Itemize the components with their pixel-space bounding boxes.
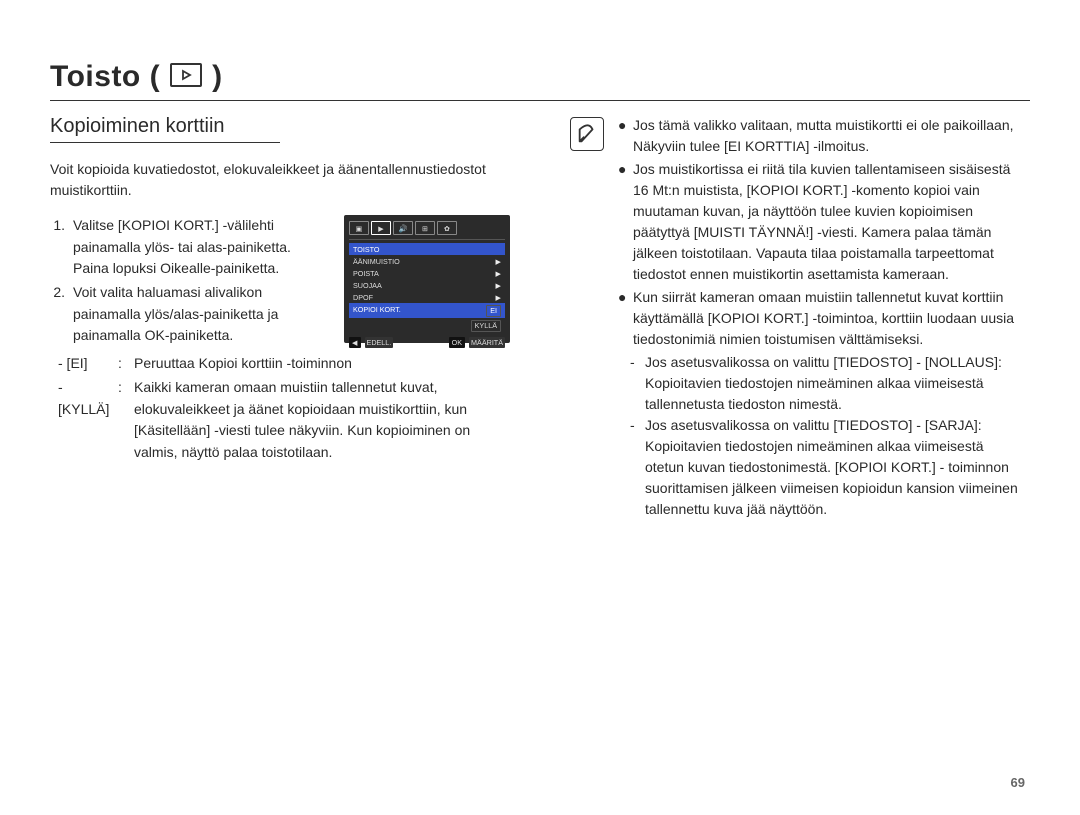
camera-menu-screenshot: ▣ ▶ 🔊 ⊞ ✿ TOISTO ÄÄNIMUISTIO▶ POISTA▶ SU… [344, 215, 510, 343]
sub-text: Jos asetusvalikossa on valittu [TIEDOSTO… [645, 352, 1020, 415]
dash-icon: - [630, 352, 638, 415]
bullet-icon: ● [618, 115, 626, 157]
option-colon: : [118, 377, 128, 464]
manual-page: Toisto ( ) Kopioiminen korttiin Voit kop… [0, 0, 1080, 815]
note-icon [570, 117, 604, 151]
ok-key-icon: OK [449, 337, 465, 348]
step-text: Valitse [KOPIOI KORT.] -välilehti painam… [73, 215, 326, 280]
bullet-item: ● Jos tämä valikko valitaan, mutta muist… [618, 115, 1020, 157]
title-close: ) [212, 60, 223, 94]
sub-text: Jos asetusvalikossa on valittu [TIEDOSTO… [645, 415, 1020, 520]
steps-text: 1. Valitse [KOPIOI KORT.] -välilehti pai… [50, 215, 326, 349]
section-subtitle: Kopioiminen korttiin [50, 115, 280, 143]
menu-tabbar: ▣ ▶ 🔊 ⊞ ✿ [349, 221, 505, 235]
tab-icon: ✿ [437, 221, 457, 235]
option-value: Kaikki kameran omaan muistiin tallennetu… [134, 377, 510, 464]
step-number: 2. [50, 282, 65, 347]
option-key: - [EI] [50, 353, 112, 375]
left-column: Kopioiminen korttiin Voit kopioida kuvat… [50, 115, 510, 520]
bullet-text: Jos muistikortissa ei riitä tila kuvien … [633, 159, 1020, 285]
step-text: Voit valita haluamasi alivalikon painama… [73, 282, 326, 347]
bullet-text: Jos tämä valikko valitaan, mutta muistik… [633, 115, 1020, 157]
bullet-item: ● Jos muistikortissa ei riitä tila kuvie… [618, 159, 1020, 285]
tab-icon: ⊞ [415, 221, 435, 235]
page-title: Toisto ( ) [50, 60, 1030, 94]
option-colon: : [118, 353, 128, 375]
menu-header: TOISTO [349, 243, 505, 255]
menu-footer: ◀ EDELL. OK MÄÄRITÄ [349, 337, 505, 348]
bullet-text: Kun siirrät kameran omaan muistiin talle… [633, 287, 1020, 350]
option-row: - [KYLLÄ] : Kaikki kameran omaan muistii… [50, 377, 510, 464]
sub-item: - Jos asetusvalikossa on valittu [TIEDOS… [630, 415, 1020, 520]
title-text: Toisto ( [50, 60, 160, 94]
tab-icon: ▣ [349, 221, 369, 235]
bullet-icon: ● [618, 159, 626, 285]
right-column: ● Jos tämä valikko valitaan, mutta muist… [570, 115, 1020, 520]
set-label: MÄÄRITÄ [469, 337, 505, 348]
step-number: 1. [50, 215, 65, 280]
back-label: EDELL. [365, 337, 394, 348]
intro-paragraph: Voit kopioida kuvatiedostot, elokuvaleik… [50, 159, 510, 201]
step-1: 1. Valitse [KOPIOI KORT.] -välilehti pai… [50, 215, 326, 280]
submenu-row: KYLLÄ [349, 318, 505, 333]
tab-icon: 🔊 [393, 221, 413, 235]
submenu-option: EI [486, 305, 501, 317]
option-value: Peruuttaa Kopioi korttiin -toiminnon [134, 353, 510, 375]
menu-item: SUOJAA▶ [349, 279, 505, 291]
tab-icon-active: ▶ [371, 221, 391, 235]
menu-item: POISTA▶ [349, 267, 505, 279]
content-columns: Kopioiminen korttiin Voit kopioida kuvat… [50, 115, 1030, 520]
play-icon [170, 63, 202, 87]
right-text-block: ● Jos tämä valikko valitaan, mutta muist… [618, 115, 1020, 520]
option-key: - [KYLLÄ] [50, 377, 112, 464]
bullet-item: ● Kun siirrät kameran omaan muistiin tal… [618, 287, 1020, 350]
menu-item: ÄÄNIMUISTIO▶ [349, 255, 505, 267]
menu-list: TOISTO ÄÄNIMUISTIO▶ POISTA▶ SUOJAA▶ DPOF… [349, 239, 505, 333]
submenu-option: KYLLÄ [471, 320, 501, 332]
menu-item-selected: KOPIOI KORT. EI [349, 303, 505, 318]
option-list: - [EI] : Peruuttaa Kopioi korttiin -toim… [50, 353, 510, 463]
page-number: 69 [1011, 775, 1025, 790]
title-underline [50, 100, 1030, 101]
step-area: 1. Valitse [KOPIOI KORT.] -välilehti pai… [50, 215, 510, 349]
option-row: - [EI] : Peruuttaa Kopioi korttiin -toim… [50, 353, 510, 375]
back-key-icon: ◀ [349, 337, 361, 348]
bullet-icon: ● [618, 287, 626, 350]
dash-icon: - [630, 415, 638, 520]
step-2: 2. Voit valita haluamasi alivalikon pain… [50, 282, 326, 347]
sub-item: - Jos asetusvalikossa on valittu [TIEDOS… [630, 352, 1020, 415]
menu-item: DPOF▶ [349, 291, 505, 303]
